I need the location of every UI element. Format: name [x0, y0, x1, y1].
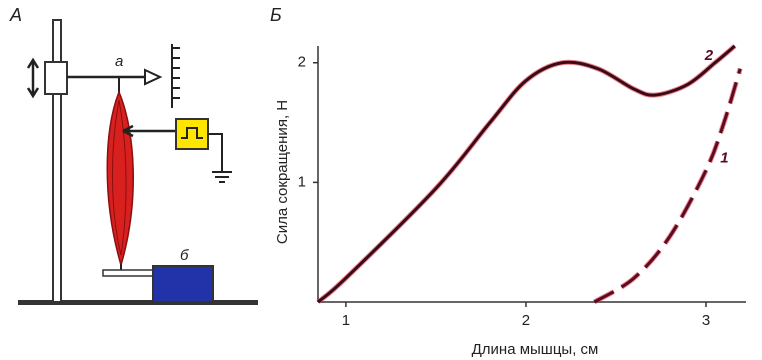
holder [102, 269, 156, 277]
clamp [44, 61, 68, 95]
y-tick-label: 2 [298, 54, 306, 71]
muscle-fibers [111, 99, 127, 256]
series-label: 2 [704, 47, 714, 64]
x-tick-label: 1 [342, 312, 350, 329]
y-axis-label: Сила сокращения, Н [274, 100, 291, 244]
ground [208, 133, 232, 183]
base [18, 300, 258, 305]
apparatus: А а б [9, 5, 258, 305]
x-axis-label: Длина мышцы, см [472, 341, 599, 358]
stand [52, 19, 62, 303]
line [317, 44, 736, 304]
electrode-tip [122, 124, 134, 138]
transducer [152, 265, 214, 303]
pulse-icon [181, 127, 203, 139]
x-tick-label: 3 [702, 312, 710, 329]
chart: Б Сила сокращения, Н Длина мышцы, см 1 2 1… [270, 5, 746, 358]
lever-label: а [115, 53, 123, 70]
series-label: 1 [720, 150, 728, 167]
scale [171, 44, 180, 108]
y-tick-label: 1 [298, 173, 306, 190]
muscle [106, 90, 134, 268]
pointer [144, 68, 163, 86]
transducer-label: б [180, 247, 189, 264]
panel-label: Б [270, 5, 282, 25]
line [593, 68, 742, 304]
line-glow [593, 68, 743, 305]
line-glow [316, 44, 737, 304]
x-tick-label: 2 [522, 312, 530, 329]
arrow [26, 57, 40, 99]
stimulator [175, 118, 209, 150]
panel-label: А [9, 5, 22, 25]
